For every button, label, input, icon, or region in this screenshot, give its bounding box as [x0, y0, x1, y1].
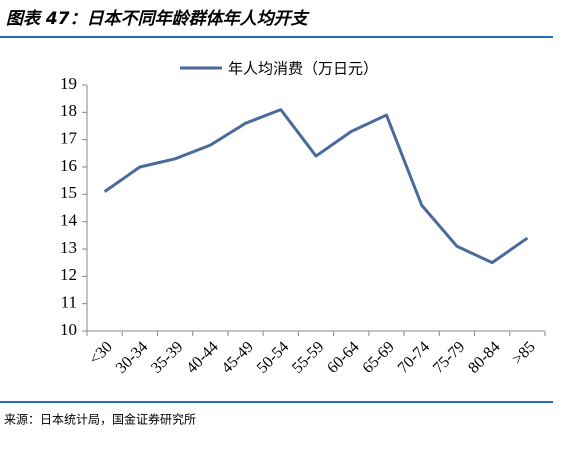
y-tick-label: 18	[60, 101, 77, 120]
y-tick-label: 13	[60, 238, 77, 257]
y-tick-label: 19	[60, 74, 77, 93]
y-tick-label: 15	[60, 183, 77, 202]
legend-label: 年人均消费（万日元）	[228, 60, 378, 78]
y-tick-label: 16	[60, 156, 77, 175]
x-tick-label: >85	[509, 338, 539, 368]
series-line	[103, 108, 529, 265]
y-tick-label: 10	[60, 320, 77, 339]
x-tick-label: 45-49	[219, 338, 257, 376]
x-tick-label: 75-79	[430, 338, 468, 376]
x-tick-label: 70-74	[395, 338, 433, 376]
y-tick-label: 14	[60, 211, 78, 230]
x-tick-label: 50-54	[254, 338, 292, 376]
x-tick-label: 65-69	[359, 338, 397, 376]
y-tick-label: 17	[60, 129, 78, 148]
y-tick-label: 12	[60, 265, 77, 284]
source-note: 来源：日本统计局，国金证券研究所	[4, 412, 196, 427]
x-tick-label: <30	[86, 338, 116, 368]
x-tick-label: 55-59	[289, 338, 327, 376]
x-tick-label: 60-64	[324, 338, 362, 376]
x-tick-label: 30-34	[113, 338, 151, 376]
x-tick-label: 80-84	[465, 338, 503, 376]
x-tick-label: 35-39	[148, 338, 186, 376]
y-tick-label: 11	[61, 293, 77, 312]
x-tick-label: 40-44	[183, 338, 221, 376]
chart-title: 图表 47：日本不同年龄群体年人均开支	[6, 9, 310, 29]
